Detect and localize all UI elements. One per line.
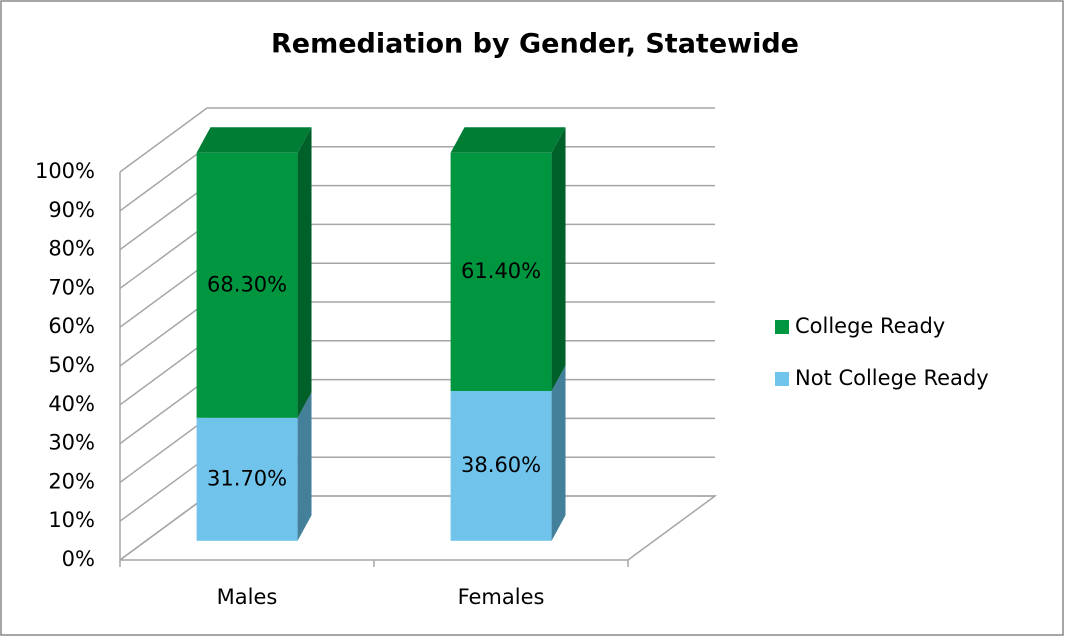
y-tick-label: 40%: [48, 392, 95, 416]
x-tick-label: Females: [458, 585, 545, 609]
data-label: 68.30%: [207, 272, 287, 296]
bar-segment: [196, 417, 298, 541]
bar-side: [297, 392, 312, 541]
legend-swatch: [775, 320, 789, 334]
y-tick-label: 20%: [48, 469, 95, 493]
bar-segment: [450, 152, 552, 392]
data-label: 38.60%: [461, 453, 541, 477]
y-tick-label: 0%: [62, 547, 95, 571]
bar-segment: [196, 152, 298, 418]
legend-swatch: [775, 372, 789, 386]
chart-title: Remediation by Gender, Statewide: [271, 29, 799, 60]
y-tick-label: 70%: [48, 275, 95, 299]
y-tick-label: 100%: [35, 159, 95, 183]
grid-line: [119, 107, 715, 173]
y-tick-label: 90%: [48, 198, 95, 222]
y-tick-label: 80%: [48, 237, 95, 261]
data-label: 61.40%: [461, 259, 541, 283]
bar-side: [551, 365, 566, 541]
bar-segment: [450, 391, 552, 541]
y-tick-label: 60%: [48, 314, 95, 338]
x-tick-label: Males: [217, 585, 278, 609]
bar-top: [196, 127, 312, 153]
data-label: 31.70%: [207, 466, 287, 490]
legend-label: Not College Ready: [795, 366, 989, 390]
bar-side: [551, 127, 566, 392]
y-tick-label: 30%: [48, 431, 95, 455]
bar-top: [450, 127, 566, 153]
y-tick-label: 50%: [48, 353, 95, 377]
y-tick-label: 10%: [48, 508, 95, 532]
legend-label: College Ready: [795, 314, 945, 338]
bar-side: [297, 127, 312, 418]
